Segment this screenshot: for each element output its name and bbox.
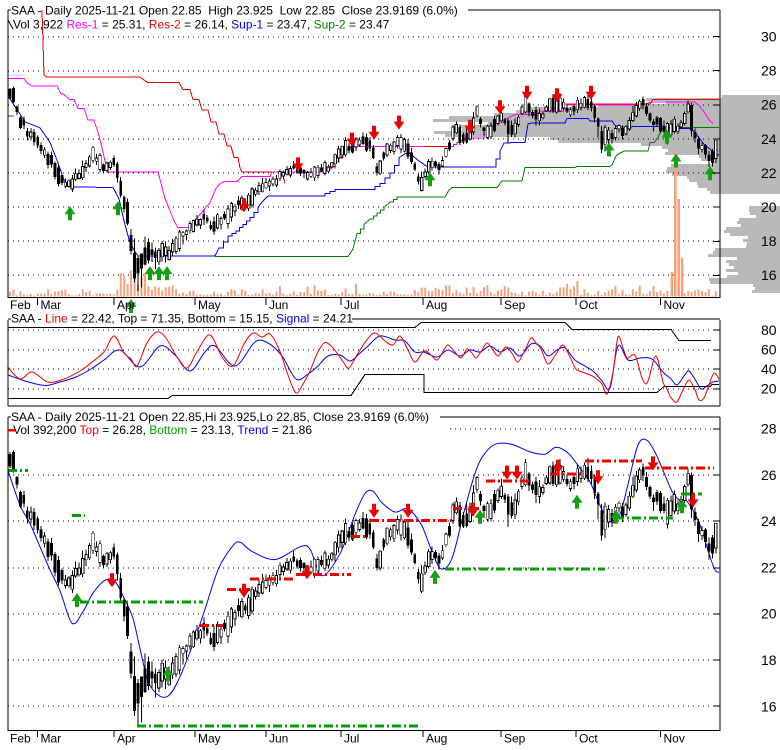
svg-text:Jul: Jul: [344, 732, 359, 746]
svg-text:Vol 3,922 Res-1 = 25.31, Res-2: Vol 3,922 Res-1 = 25.31, Res-2 = 26.14, …: [13, 18, 390, 32]
svg-text:Nov: Nov: [664, 298, 685, 312]
svg-text:24: 24: [761, 131, 777, 147]
svg-text:18: 18: [761, 233, 777, 249]
svg-text:Feb: Feb: [10, 298, 31, 312]
svg-text:Vol 392,200 Top = 26.28, Botto: Vol 392,200 Top = 26.28, Bottom = 23.13,…: [13, 423, 312, 437]
svg-text:Jun: Jun: [269, 298, 288, 312]
svg-text:Oct: Oct: [579, 298, 598, 312]
svg-text:SAA - Line = 22.42, Top = 71.3: SAA - Line = 22.42, Top = 71.35, Bottom …: [11, 312, 353, 326]
svg-text:22: 22: [761, 559, 777, 575]
svg-text:Aug: Aug: [426, 298, 447, 312]
svg-text:Apr: Apr: [117, 732, 136, 746]
svg-text:16: 16: [761, 698, 777, 714]
svg-text:24: 24: [761, 513, 777, 529]
svg-text:SAA - Daily 2025-11-21 Open 22: SAA - Daily 2025-11-21 Open 22.85 High 2…: [11, 4, 458, 18]
svg-text:16: 16: [761, 267, 777, 283]
svg-text:Jul: Jul: [344, 298, 359, 312]
svg-text:22: 22: [761, 165, 777, 181]
svg-text:Mar: Mar: [41, 732, 62, 746]
svg-text:Mar: Mar: [41, 298, 62, 312]
svg-text:Sep: Sep: [504, 732, 526, 746]
svg-text:80: 80: [761, 322, 777, 338]
svg-text:26: 26: [761, 467, 777, 483]
svg-text:SAA - Daily 2025-11-21 Open 22: SAA - Daily 2025-11-21 Open 22.85,Hi 23.…: [11, 410, 429, 424]
svg-text:Oct: Oct: [579, 732, 598, 746]
svg-text:Aug: Aug: [426, 732, 447, 746]
svg-text:60: 60: [761, 342, 777, 358]
svg-text:Apr: Apr: [117, 298, 136, 312]
svg-text:Sep: Sep: [504, 298, 526, 312]
svg-text:18: 18: [761, 652, 777, 668]
svg-text:May: May: [198, 298, 221, 312]
svg-text:20: 20: [761, 606, 777, 622]
svg-text:20: 20: [761, 381, 777, 397]
svg-text:28: 28: [761, 421, 777, 437]
svg-text:30: 30: [761, 28, 777, 44]
svg-text:Nov: Nov: [664, 732, 685, 746]
svg-text:28: 28: [761, 63, 777, 79]
svg-text:May: May: [198, 732, 221, 746]
svg-text:26: 26: [761, 97, 777, 113]
svg-text:Jun: Jun: [269, 732, 288, 746]
svg-text:20: 20: [761, 199, 777, 215]
svg-text:40: 40: [761, 361, 777, 377]
svg-text:Feb: Feb: [10, 732, 31, 746]
